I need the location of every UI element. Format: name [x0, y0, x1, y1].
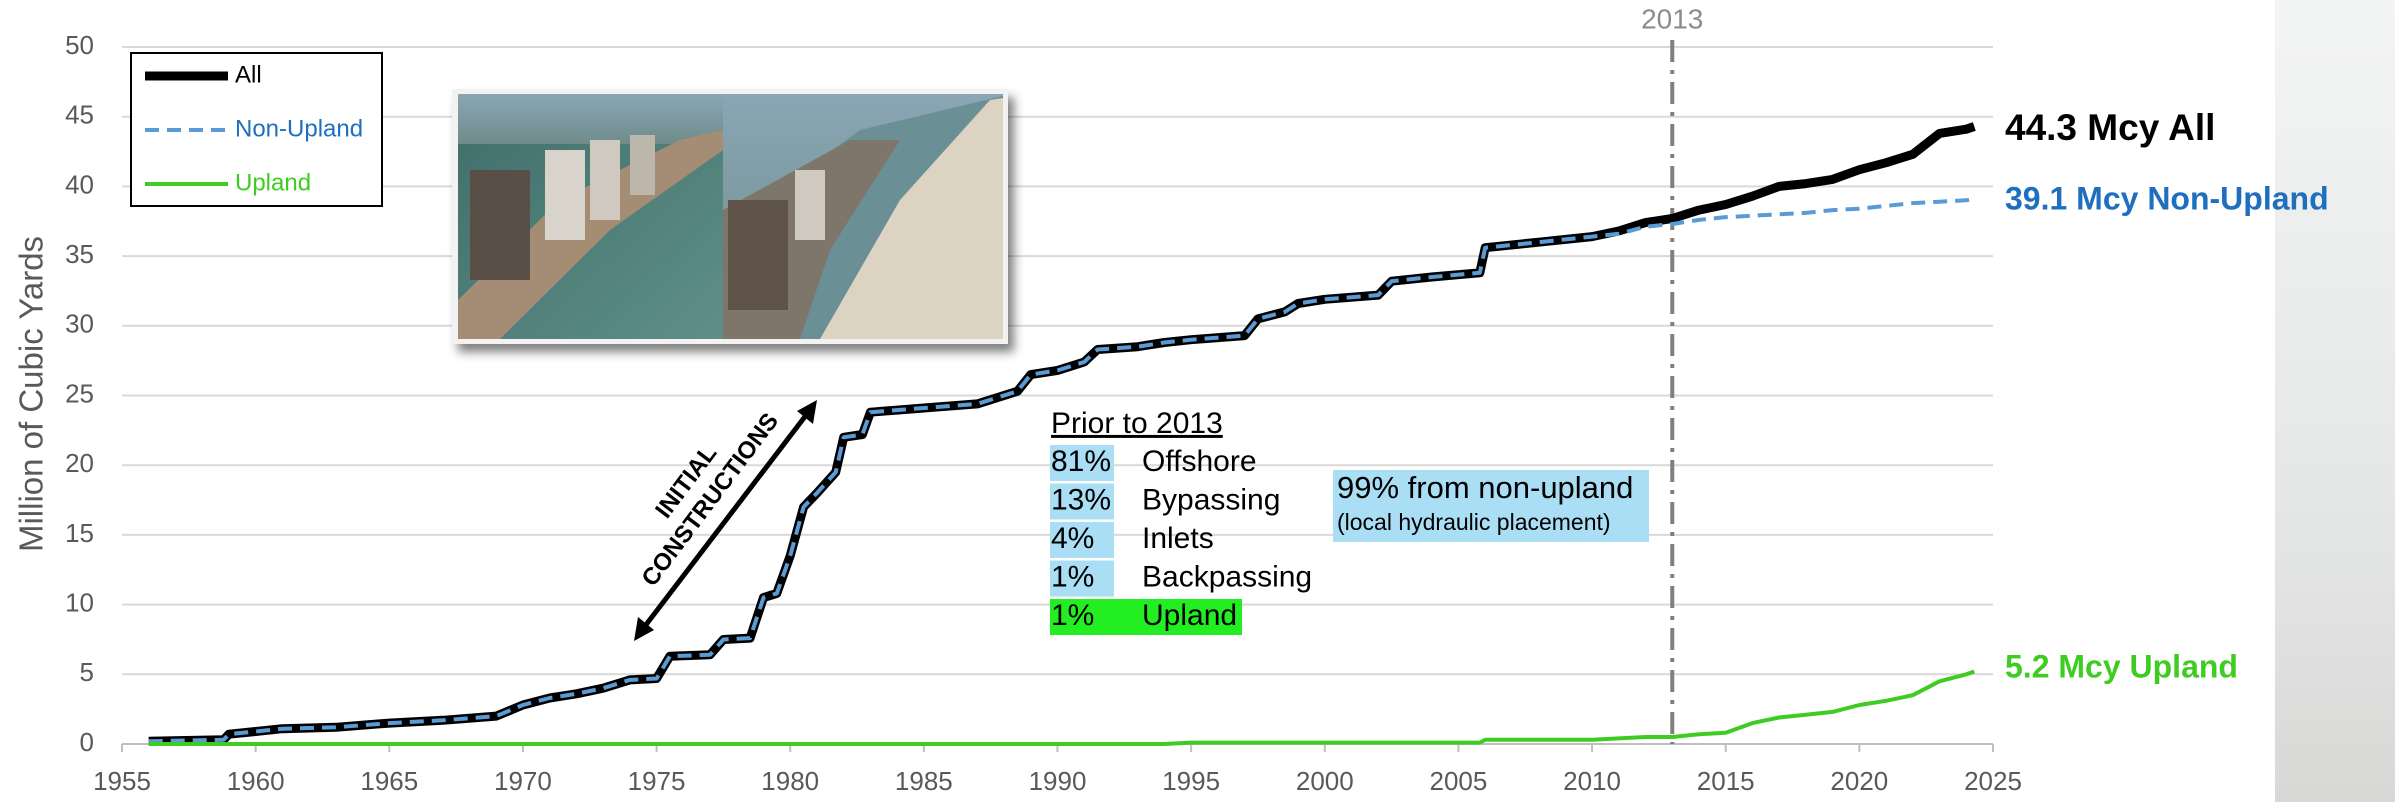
- x-tick-label: 2025: [1964, 766, 2022, 796]
- x-tick-label: 1960: [227, 766, 285, 796]
- legend-label: Non-Upland: [235, 115, 363, 142]
- note-text: (local hydraulic placement): [1337, 509, 1611, 535]
- row-percent: 1%: [1051, 560, 1094, 593]
- end-label: 44.3 Mcy All: [2005, 107, 2215, 148]
- row-percent: 1%: [1051, 599, 1094, 632]
- x-tick-label: 1985: [895, 766, 953, 796]
- y-tick-label: 50: [65, 30, 94, 60]
- x-tick-label: 1955: [93, 766, 151, 796]
- row-percent: 13%: [1051, 483, 1111, 516]
- x-tick-label: 2015: [1697, 766, 1755, 796]
- series-line: [149, 672, 1975, 745]
- y-tick-label: 10: [65, 587, 94, 617]
- x-tick-label: 1995: [1162, 766, 1220, 796]
- x-tick-label: 1980: [761, 766, 819, 796]
- y-axis-label: Million of Cubic Yards: [13, 236, 50, 552]
- photo: [452, 89, 1008, 344]
- row-source: Offshore: [1142, 445, 1257, 478]
- chart: 0510152025303540455019551960196519701975…: [0, 0, 2395, 802]
- breakdown-table: Prior to 2013 81% Offshore 13% Bypassing 4% I…: [1050, 407, 1312, 635]
- y-tick-label: 45: [65, 100, 94, 130]
- legend-label: Upland: [235, 169, 311, 196]
- row-source: Bypassing: [1142, 483, 1280, 516]
- y-tick-label: 30: [65, 309, 94, 339]
- y-tick-label: 0: [80, 727, 94, 757]
- x-tick-label: 1990: [1029, 766, 1087, 796]
- y-tick-label: 5: [80, 657, 94, 687]
- y-tick-label: 35: [65, 239, 94, 269]
- note-text: 99% from non-upland: [1337, 470, 1633, 505]
- y-tick-label: 25: [65, 378, 94, 408]
- background-strip: [2275, 0, 2395, 802]
- row-percent: 81%: [1051, 445, 1111, 478]
- x-tick-label: 2005: [1430, 766, 1488, 796]
- x-tick-label: 1975: [628, 766, 686, 796]
- row-source: Backpassing: [1142, 560, 1312, 593]
- x-tick-label: 1970: [494, 766, 552, 796]
- arrow-label: INITIAL CONSTRUCTIONS: [613, 390, 785, 591]
- row-source: Inlets: [1142, 522, 1214, 555]
- row-percent: 4%: [1051, 522, 1094, 555]
- row-source: Upland: [1142, 599, 1237, 632]
- end-label: 5.2 Mcy Upland: [2005, 648, 2238, 684]
- legend: All Non-Upland Upland: [131, 53, 382, 206]
- end-label: 39.1 Mcy Non-Upland: [2005, 180, 2329, 216]
- reference-label: 2013: [1641, 3, 1703, 34]
- breakdown-title: Prior to 2013: [1051, 407, 1223, 440]
- legend-label: All: [235, 61, 262, 88]
- x-tick-label: 1965: [360, 766, 418, 796]
- y-tick-label: 20: [65, 448, 94, 478]
- x-tick-label: 2020: [1830, 766, 1888, 796]
- y-tick-label: 40: [65, 169, 94, 199]
- x-tick-label: 2000: [1296, 766, 1354, 796]
- x-tick-label: 2010: [1563, 766, 1621, 796]
- y-tick-label: 15: [65, 518, 94, 548]
